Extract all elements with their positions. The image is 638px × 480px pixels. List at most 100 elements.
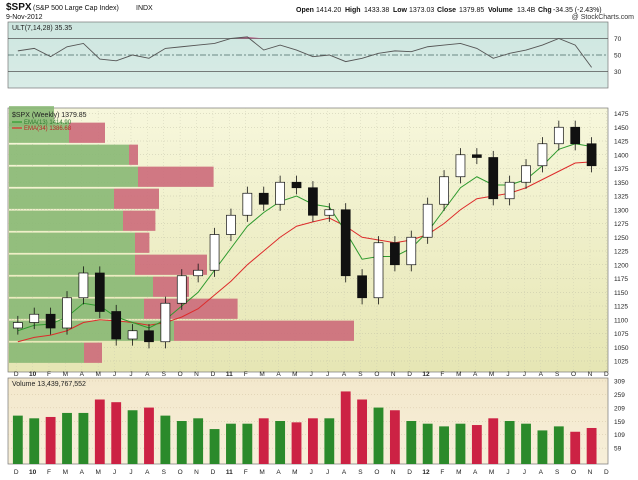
candle-down	[308, 187, 318, 216]
close-label: Close	[437, 7, 456, 14]
x-tick-label: O	[571, 469, 576, 476]
candle-up	[127, 330, 138, 340]
ult-tick-label: 70	[614, 36, 622, 43]
header-exchange: INDX	[136, 5, 153, 12]
header-date: 9-Nov-2012	[6, 14, 43, 21]
x-tick-label: D	[604, 469, 609, 476]
ult-title: ULT(7,14,28) 35.35	[12, 25, 72, 32]
vbp-down-bar	[123, 210, 156, 231]
vbp-down-bar	[135, 232, 150, 253]
x-tick-label-upper: F	[244, 371, 248, 378]
x-tick-label-upper: J	[326, 371, 329, 378]
open-label: Open	[296, 7, 314, 14]
chg-label: Chg	[538, 7, 552, 14]
price-tick-label: 1225	[614, 249, 629, 256]
x-tick-label-upper: D	[407, 371, 412, 378]
ult-tick-label: 30	[614, 69, 622, 76]
volume-bar	[471, 425, 482, 464]
price-tick-label: 1325	[614, 194, 629, 201]
vbp-down-bar	[174, 320, 354, 341]
volume-bar	[537, 430, 548, 464]
x-tick-label: S	[358, 469, 363, 476]
vbp-down-bar	[144, 298, 238, 319]
volume-bar	[340, 391, 351, 464]
x-tick-label-upper: S	[555, 371, 560, 378]
volume-value: 13.4B	[517, 7, 536, 14]
x-tick-label-upper: A	[80, 371, 85, 378]
x-tick-label-upper: S	[358, 371, 363, 378]
x-tick-label-upper: A	[342, 371, 347, 378]
candle-down	[340, 209, 351, 277]
x-tick-label: O	[178, 469, 183, 476]
price-tick-label: 1350	[614, 180, 629, 187]
vbp-down-bar	[84, 342, 102, 363]
ema13-legend: EMA(13) 1414.90	[12, 120, 72, 126]
price-tick-label: 1125	[614, 304, 628, 311]
vbp-up-bar	[9, 144, 129, 165]
volume-bar	[504, 421, 515, 464]
candle-up	[275, 181, 285, 205]
x-tick-label: S	[555, 469, 560, 476]
price-tick-label: 1175	[614, 276, 628, 283]
vbp-up-bar	[9, 106, 54, 127]
x-tick-label-upper: A	[539, 371, 544, 378]
price-tick-label: 1300	[614, 207, 629, 214]
x-tick-label-upper: M	[292, 371, 297, 378]
x-tick-label-upper: J	[523, 371, 526, 378]
candle-down	[357, 275, 367, 299]
ult-tick-label: 50	[614, 53, 622, 60]
vbp-up-bar	[9, 210, 123, 231]
candle-up	[455, 154, 466, 178]
x-axis-upper: D 10 F M A M J J A S O N D 11 F M A M J J A S O N D 12 F M A M J J A S O N D	[14, 371, 609, 378]
ema34-legend: EMA(34) 1386.68	[12, 126, 72, 132]
candle-down	[258, 192, 269, 205]
volume-tick-label: 59	[614, 446, 622, 453]
x-tick-label-upper: M	[456, 371, 461, 378]
candle-up	[537, 143, 548, 167]
ult-panel: 70 50 30 ULT(7,14,28) 35.35	[7, 21, 622, 89]
vbp-down-bar	[135, 254, 207, 275]
volume-bar	[144, 407, 154, 464]
x-tick-label: A	[473, 469, 478, 476]
low-value: 1373.03	[409, 7, 434, 14]
volume-bar	[586, 427, 597, 464]
x-tick-label-upper: F	[440, 371, 444, 378]
x-tick-label-upper: M	[489, 371, 494, 378]
ult-marks	[17, 36, 592, 68]
vbp-up-bar	[9, 122, 69, 143]
ema34-legend-text: EMA(34) 1386.68	[24, 126, 72, 132]
price-candles	[12, 120, 597, 349]
x-tick-label-upper: O	[374, 371, 379, 378]
x-tick-label-upper: J	[113, 371, 116, 378]
volume-tick-label: 209	[614, 405, 625, 412]
price-y-axis: 1025 1050 1075 1100 1125 1150 1175 1200 1225 1250…	[614, 111, 629, 366]
x-tick-label-upper: D	[14, 371, 19, 378]
x-tick-label: D	[211, 469, 216, 476]
volume-bar	[94, 399, 105, 464]
candle-up	[504, 181, 515, 200]
volume-bar	[160, 415, 171, 464]
price-tick-label: 1425	[614, 139, 629, 146]
x-tick-label-upper: 12	[422, 371, 430, 378]
volume-bar	[291, 422, 302, 464]
volume-bar	[29, 418, 40, 464]
candle-down	[586, 143, 597, 167]
high-label: High	[345, 7, 361, 14]
x-tick-label: M	[95, 469, 100, 476]
volume-bar	[176, 421, 187, 464]
x-tick-label: J	[113, 469, 116, 476]
x-tick-label-upper: M	[63, 371, 68, 378]
x-tick-label: O	[374, 469, 379, 476]
candle-up	[406, 236, 417, 266]
x-tick-label-upper: A	[473, 371, 478, 378]
volume-tick-label: 259	[614, 392, 625, 399]
x-tick-label: D	[407, 469, 412, 476]
vbp-down-bar	[129, 144, 138, 165]
header-symbol: $SPX	[6, 2, 32, 13]
candle-up	[176, 275, 187, 304]
close-value: 1379.85	[459, 7, 484, 14]
candle-down	[291, 181, 302, 189]
x-tick-label: N	[194, 469, 199, 476]
volume-label: Volume	[488, 7, 513, 14]
price-tick-label: 1475	[614, 111, 629, 118]
